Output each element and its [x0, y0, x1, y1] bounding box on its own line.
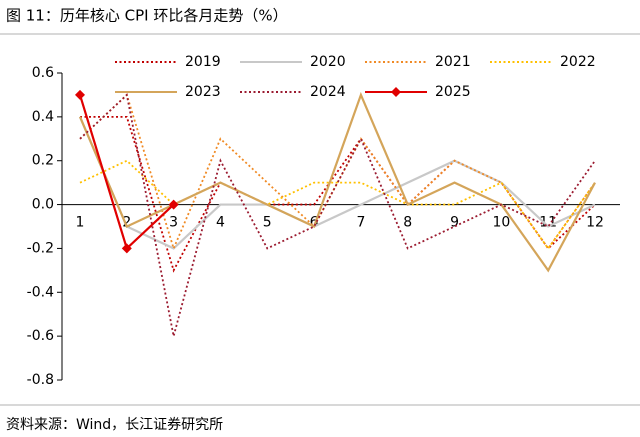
- y-tick-label: 0.2: [32, 153, 54, 169]
- series-line: [78, 116, 596, 250]
- chart-title: 图 11：历年核心 CPI 环比各月走势（%）: [6, 7, 288, 25]
- data-marker: [168, 199, 179, 210]
- x-tick-label: 11: [539, 215, 557, 231]
- source-note: 资料来源：Wind，长江证券研究所: [6, 417, 223, 433]
- legend-label: 2019: [185, 54, 221, 70]
- y-tick-label: -0.4: [27, 284, 54, 300]
- y-tick-label: -0.8: [27, 372, 54, 388]
- legend-label: 2020: [310, 54, 346, 70]
- legend-label: 2021: [435, 54, 471, 70]
- data-marker: [75, 89, 85, 100]
- y-tick-label: -0.2: [27, 240, 54, 256]
- x-tick-label: 5: [263, 215, 272, 231]
- x-tick-label: 12: [586, 215, 604, 231]
- legend-label: 2025: [435, 84, 471, 100]
- y-tick-label: 0.4: [32, 109, 54, 125]
- x-tick-label: 6: [310, 215, 319, 231]
- series-line: [78, 91, 596, 273]
- x-tick-label: 2: [122, 215, 131, 231]
- legend-label: 2023: [185, 84, 221, 100]
- x-tick-label: 7: [356, 215, 365, 231]
- x-tick-label: 3: [169, 215, 178, 231]
- series-line: [79, 159, 596, 250]
- y-tick-label: -0.6: [27, 328, 54, 344]
- legend-marker: [391, 87, 401, 97]
- y-tick-label: 0.6: [32, 65, 54, 81]
- x-tick-label: 1: [76, 215, 85, 231]
- legend-label: 2022: [560, 54, 596, 70]
- x-tick-label: 8: [403, 215, 412, 231]
- x-tick-label: 9: [450, 215, 459, 231]
- data-marker: [121, 243, 132, 254]
- x-tick-label: 10: [492, 215, 510, 231]
- series-line: [79, 93, 596, 337]
- y-tick-label: 0.0: [32, 197, 54, 213]
- x-tick-label: 4: [216, 215, 225, 231]
- legend-label: 2024: [310, 84, 346, 100]
